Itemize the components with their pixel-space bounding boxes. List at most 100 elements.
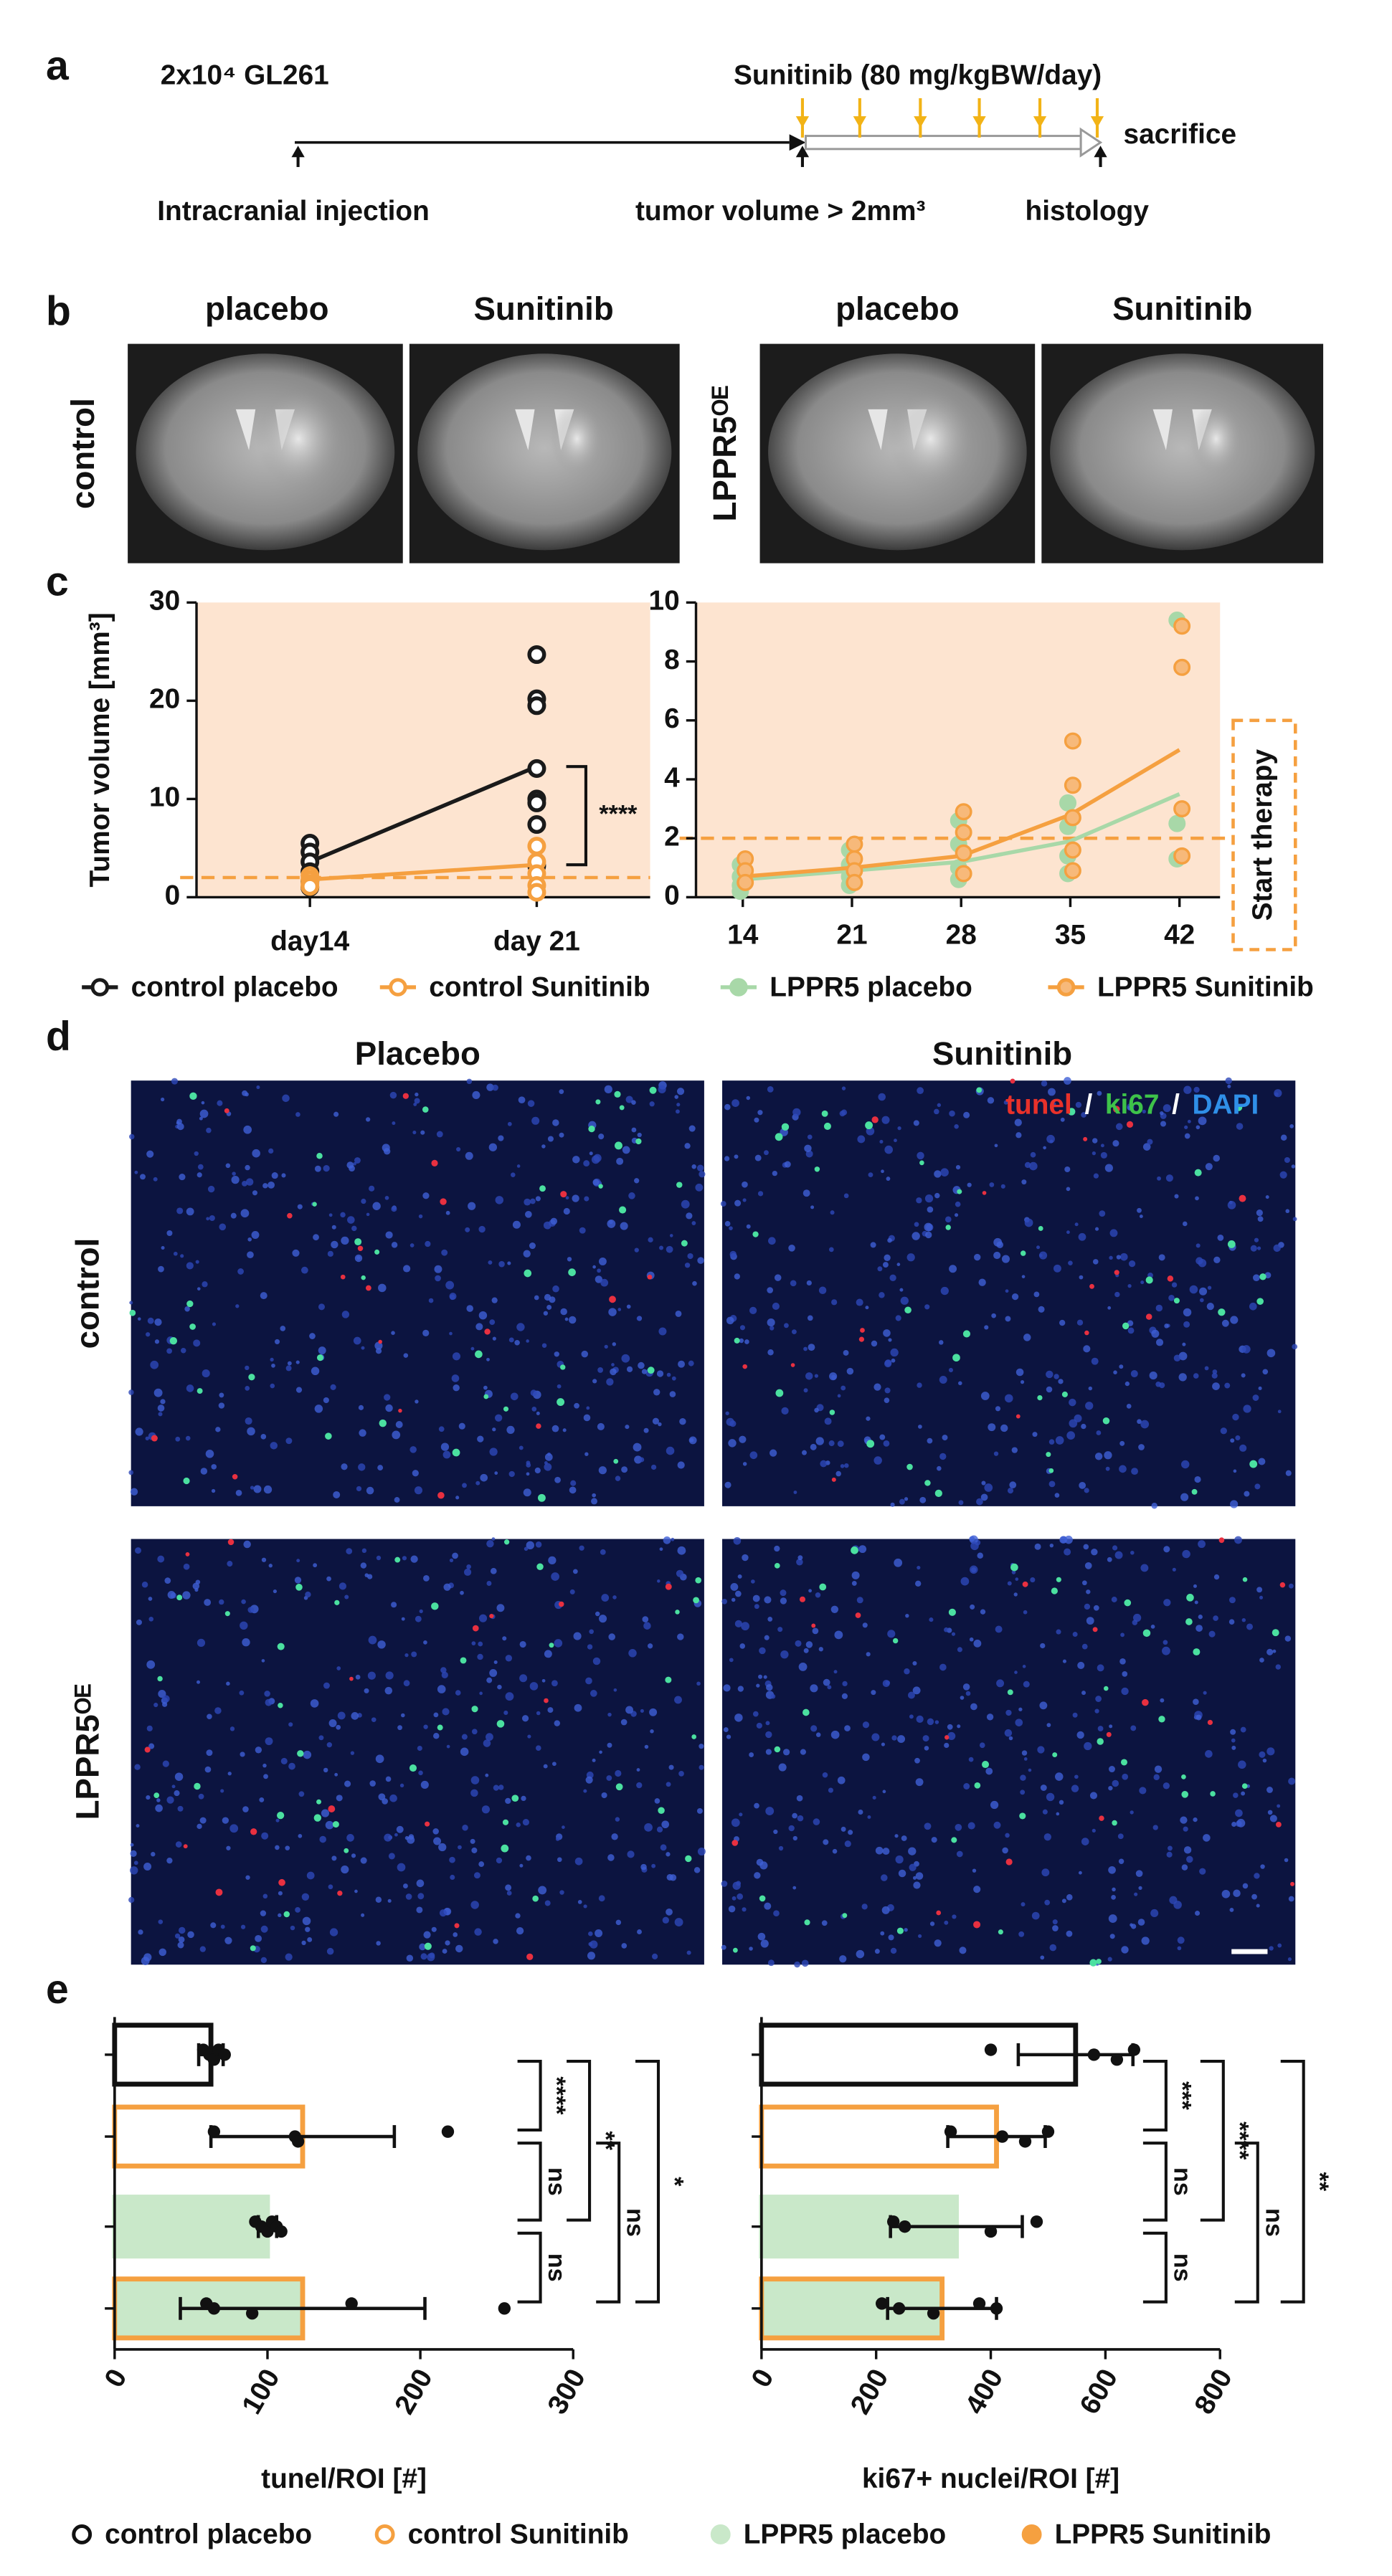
nucleus — [846, 1367, 854, 1375]
arrowhead — [1033, 116, 1047, 128]
ki67-cell — [169, 1336, 178, 1345]
nucleus — [1256, 1587, 1263, 1593]
nucleus — [899, 1498, 905, 1505]
nucleus — [1062, 1659, 1066, 1663]
ki67-cell — [1046, 1452, 1051, 1458]
nucleus — [1198, 1116, 1207, 1126]
nucleus — [757, 1110, 763, 1116]
nucleus — [875, 1846, 884, 1855]
significance-label: ns — [1168, 2253, 1195, 2282]
nucleus — [598, 1466, 607, 1475]
nucleus — [764, 1902, 772, 1910]
nucleus — [606, 1378, 614, 1386]
nucleus — [590, 1940, 598, 1949]
x-tick-label: 200 — [389, 2364, 439, 2420]
bar — [112, 2023, 214, 2087]
nucleus — [486, 1083, 494, 1091]
nucleus — [243, 1125, 252, 1134]
nucleus — [519, 1640, 526, 1648]
y-tick-label: 30 — [149, 586, 180, 617]
nucleus — [436, 1131, 443, 1138]
nucleus — [531, 1406, 537, 1412]
nucleus — [156, 1798, 161, 1802]
nucleus — [579, 1545, 584, 1551]
nucleus — [478, 1861, 485, 1867]
nucleus — [947, 1731, 956, 1740]
tunel-cell — [337, 1890, 343, 1896]
nucleus — [1130, 1923, 1133, 1927]
nucleus — [674, 1696, 682, 1704]
nucleus — [894, 1558, 903, 1567]
nucleus — [1234, 1536, 1242, 1544]
nucleus — [264, 1691, 270, 1697]
nucleus — [218, 1402, 225, 1409]
nucleus — [830, 1605, 839, 1613]
nucleus — [757, 1191, 764, 1197]
nucleus — [543, 1311, 549, 1316]
significance-label: *** — [1168, 2081, 1195, 2111]
nucleus — [972, 1868, 977, 1873]
nucleus — [1040, 1955, 1045, 1960]
significance-label: * — [661, 2177, 688, 2187]
ki67-cell — [829, 1410, 835, 1415]
nucleus — [153, 1388, 163, 1397]
nucleus — [737, 1686, 744, 1692]
nucleus — [699, 1171, 706, 1178]
nucleus — [162, 1760, 169, 1767]
nucleus — [754, 1802, 759, 1809]
nucleus — [180, 1254, 184, 1258]
ki67-cell — [1020, 1250, 1026, 1256]
nucleus — [158, 1265, 164, 1273]
nucleus — [754, 1117, 759, 1123]
nucleus — [1166, 1851, 1173, 1858]
nucleus — [1160, 1698, 1165, 1703]
nucleus — [563, 1207, 570, 1215]
column-header: Placebo — [355, 1035, 480, 1072]
nucleus — [247, 1427, 255, 1436]
nucleus — [268, 1564, 273, 1568]
ki67-cell — [647, 1367, 655, 1374]
nucleus — [176, 1123, 184, 1131]
tunel-cell — [183, 1844, 188, 1849]
nucleus — [607, 1854, 615, 1861]
ki67-cell — [681, 1240, 688, 1247]
ki67-cell — [1249, 1460, 1258, 1468]
nucleus — [1046, 1370, 1054, 1379]
nucleus — [382, 1144, 390, 1152]
significance-label: ns — [1168, 2167, 1195, 2196]
brain — [1050, 353, 1315, 551]
nucleus — [1021, 1179, 1027, 1185]
nucleus — [1005, 1289, 1009, 1293]
nucleus — [929, 1617, 934, 1622]
nucleus — [204, 1599, 212, 1606]
ki67-cell — [615, 1783, 623, 1791]
nucleus — [815, 1732, 821, 1737]
nucleus — [1122, 1773, 1129, 1780]
nucleus — [1048, 1439, 1055, 1445]
nucleus — [1184, 1133, 1190, 1139]
nucleus — [275, 1845, 280, 1850]
nucleus — [851, 1571, 860, 1579]
nucleus — [916, 1197, 922, 1204]
nucleus — [494, 1471, 498, 1475]
nucleus — [391, 1242, 398, 1248]
nucleus — [1093, 1173, 1099, 1179]
nucleus — [807, 1315, 813, 1321]
nucleus — [1183, 1826, 1188, 1832]
ki67-cell — [344, 1848, 349, 1853]
nucleus — [242, 1180, 247, 1187]
nucleus — [512, 1220, 521, 1229]
nucleus — [615, 1817, 620, 1822]
nucleus — [1092, 1259, 1099, 1265]
nucleus — [1018, 1707, 1023, 1711]
nucleus — [384, 1686, 393, 1695]
nucleus — [207, 1185, 215, 1193]
nucleus — [180, 1347, 186, 1354]
nucleus — [1013, 1592, 1018, 1597]
nucleus — [477, 1653, 483, 1660]
data-point — [886, 2215, 900, 2228]
nucleus — [917, 1151, 924, 1160]
nucleus — [525, 1210, 532, 1218]
nucleus — [896, 1263, 901, 1266]
